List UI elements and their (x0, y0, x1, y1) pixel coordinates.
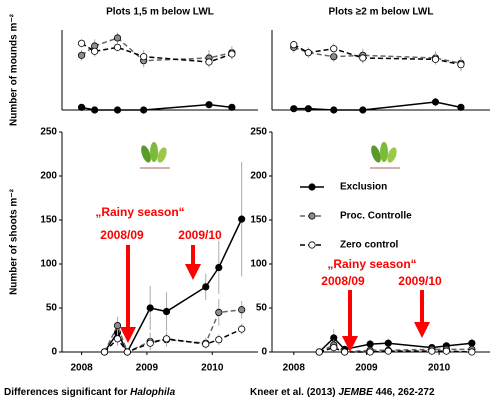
data-point (216, 309, 222, 315)
data-point (216, 336, 222, 342)
data-point (331, 45, 337, 51)
data-point (78, 104, 84, 110)
data-point (229, 104, 235, 110)
data-point (458, 104, 464, 110)
x-tick-label: 2010 (201, 363, 224, 374)
y-tick-label: 100 (40, 259, 57, 270)
y-tick-label: 50 (256, 303, 268, 314)
plant-icon (139, 142, 170, 168)
data-point (206, 59, 212, 65)
y-tick-label: 150 (250, 215, 267, 226)
data-point (341, 349, 347, 355)
data-point (147, 305, 153, 311)
footer-text: 446, 262-272 (373, 387, 435, 398)
x-tick-label: 2009 (355, 363, 378, 374)
data-point (114, 322, 120, 328)
y-axis-label: Number of shoots m⁻² (9, 188, 20, 295)
footer-left: Differences significant for Halophila (4, 387, 176, 398)
data-point (163, 308, 169, 314)
data-point (91, 48, 97, 54)
x-tick-label: 2008 (70, 363, 93, 374)
data-point (385, 340, 391, 346)
legend-label: Zero control (340, 240, 399, 251)
y-tick-label: 250 (40, 127, 57, 138)
annotation: „Rainy season“ (327, 257, 416, 271)
data-point (216, 264, 222, 270)
data-point (78, 52, 84, 58)
y-tick-label: 150 (40, 215, 57, 226)
footer-text: Kneer et al. (2013) (250, 387, 338, 398)
y-tick-label: 200 (40, 171, 57, 182)
data-point (114, 35, 120, 41)
data-point (429, 348, 435, 354)
data-point (238, 307, 244, 313)
data-point (229, 51, 235, 57)
x-tick-label: 2009 (136, 363, 159, 374)
footer-text: Differences significant for (4, 387, 130, 398)
data-point (101, 349, 107, 355)
y-axis-label: Number of mounds m⁻² (9, 13, 20, 126)
data-point (91, 107, 97, 113)
y-tick-label: 50 (46, 303, 58, 314)
data-point (114, 107, 120, 113)
footer-text: Halophila (130, 387, 175, 398)
y-tick-label: 0 (51, 347, 57, 358)
panel-title: Plots 1,5 m below LWL (106, 7, 214, 18)
figure: Differences significant for Halophila Kn… (0, 0, 500, 401)
data-point (203, 284, 209, 290)
data-point (360, 107, 366, 113)
data-point (291, 105, 297, 111)
data-point (206, 101, 212, 107)
data-point (458, 61, 464, 67)
x-tick-label: 2008 (283, 363, 306, 374)
y-tick-label: 200 (250, 171, 267, 182)
x-tick-label: 2010 (428, 363, 451, 374)
data-point (203, 341, 209, 347)
data-point (78, 40, 84, 46)
data-point (238, 216, 244, 222)
data-point (305, 49, 311, 55)
footer-text: JEMBE (338, 387, 373, 398)
data-point (291, 41, 297, 47)
data-point (163, 336, 169, 342)
footer-right: Kneer et al. (2013) JEMBE 446, 262-272 (250, 387, 435, 398)
data-point (385, 348, 391, 354)
data-point (147, 340, 153, 346)
plant-icon (369, 142, 400, 168)
data-point (114, 44, 120, 50)
data-point (114, 336, 120, 342)
data-point (331, 107, 337, 113)
y-tick-label: 0 (261, 347, 267, 358)
data-point (367, 349, 373, 355)
y-tick-label: 100 (250, 259, 267, 270)
data-point (124, 349, 130, 355)
data-point (367, 341, 373, 347)
data-point (316, 349, 322, 355)
data-point (140, 107, 146, 113)
y-tick-label: 250 (250, 127, 267, 138)
data-point (331, 344, 337, 350)
data-point (305, 105, 311, 111)
data-point (140, 53, 146, 59)
data-point (360, 55, 366, 61)
data-point (331, 53, 337, 59)
data-point (238, 326, 244, 332)
data-point (469, 340, 475, 346)
legend-label: Exclusion (340, 182, 387, 193)
data-point (469, 349, 475, 355)
data-point (432, 56, 438, 62)
data-point (443, 348, 449, 354)
legend-marker (309, 213, 315, 219)
annotation: 2008/09 (321, 274, 365, 288)
panel-title: Plots ≥2 m below LWL (329, 7, 434, 18)
legend-marker (309, 242, 315, 248)
annotation: 2008/09 (100, 228, 144, 242)
series-line (104, 310, 241, 352)
annotation: 2009/10 (178, 228, 222, 242)
legend-label: Proc. Controlle (340, 211, 412, 222)
legend-marker (309, 184, 315, 190)
annotation: „Rainy season“ (95, 205, 184, 219)
annotation: 2009/10 (398, 274, 442, 288)
data-point (432, 99, 438, 105)
